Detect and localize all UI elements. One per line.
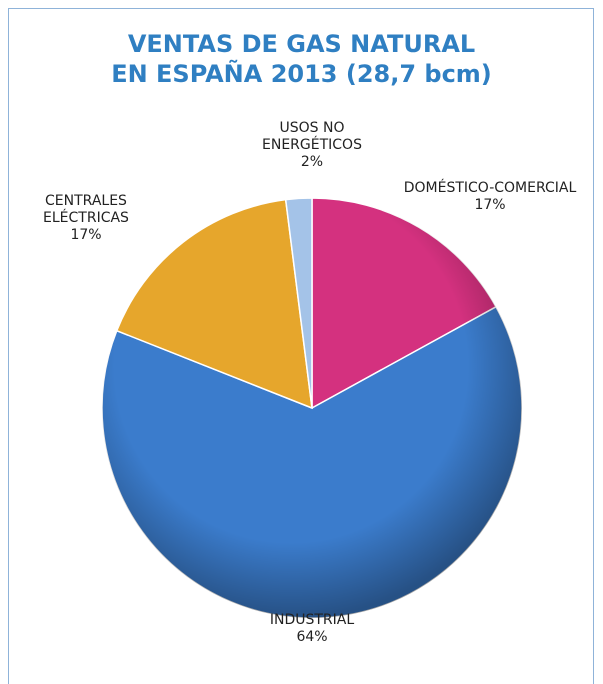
slice-value: 64% bbox=[296, 629, 328, 645]
slice-label: INDUSTRIAL 64% bbox=[242, 612, 382, 646]
chart-title: EN ESPAÑA 2013 (28,7 bcm) bbox=[111, 60, 492, 88]
frame bbox=[8, 8, 594, 684]
slice-label: CENTRALES ELÉCTRICAS 17% bbox=[31, 193, 141, 244]
slice-label: USOS NO ENERGÉTICOS 2% bbox=[252, 120, 372, 171]
slice-value: 17% bbox=[70, 227, 102, 243]
slice-value: 17% bbox=[474, 197, 506, 213]
slice-name: INDUSTRIAL bbox=[269, 612, 355, 628]
slice-label: DOMÉSTICO-COMERCIAL 17% bbox=[375, 180, 603, 214]
slice-name: DOMÉSTICO-COMERCIAL bbox=[403, 180, 577, 196]
slice-name: USOS NO ENERGÉTICOS bbox=[262, 120, 362, 153]
chart-title: VENTAS DE GAS NATURAL bbox=[127, 30, 476, 58]
slice-value: 2% bbox=[300, 154, 324, 170]
slice-name: CENTRALES ELÉCTRICAS bbox=[43, 193, 129, 226]
